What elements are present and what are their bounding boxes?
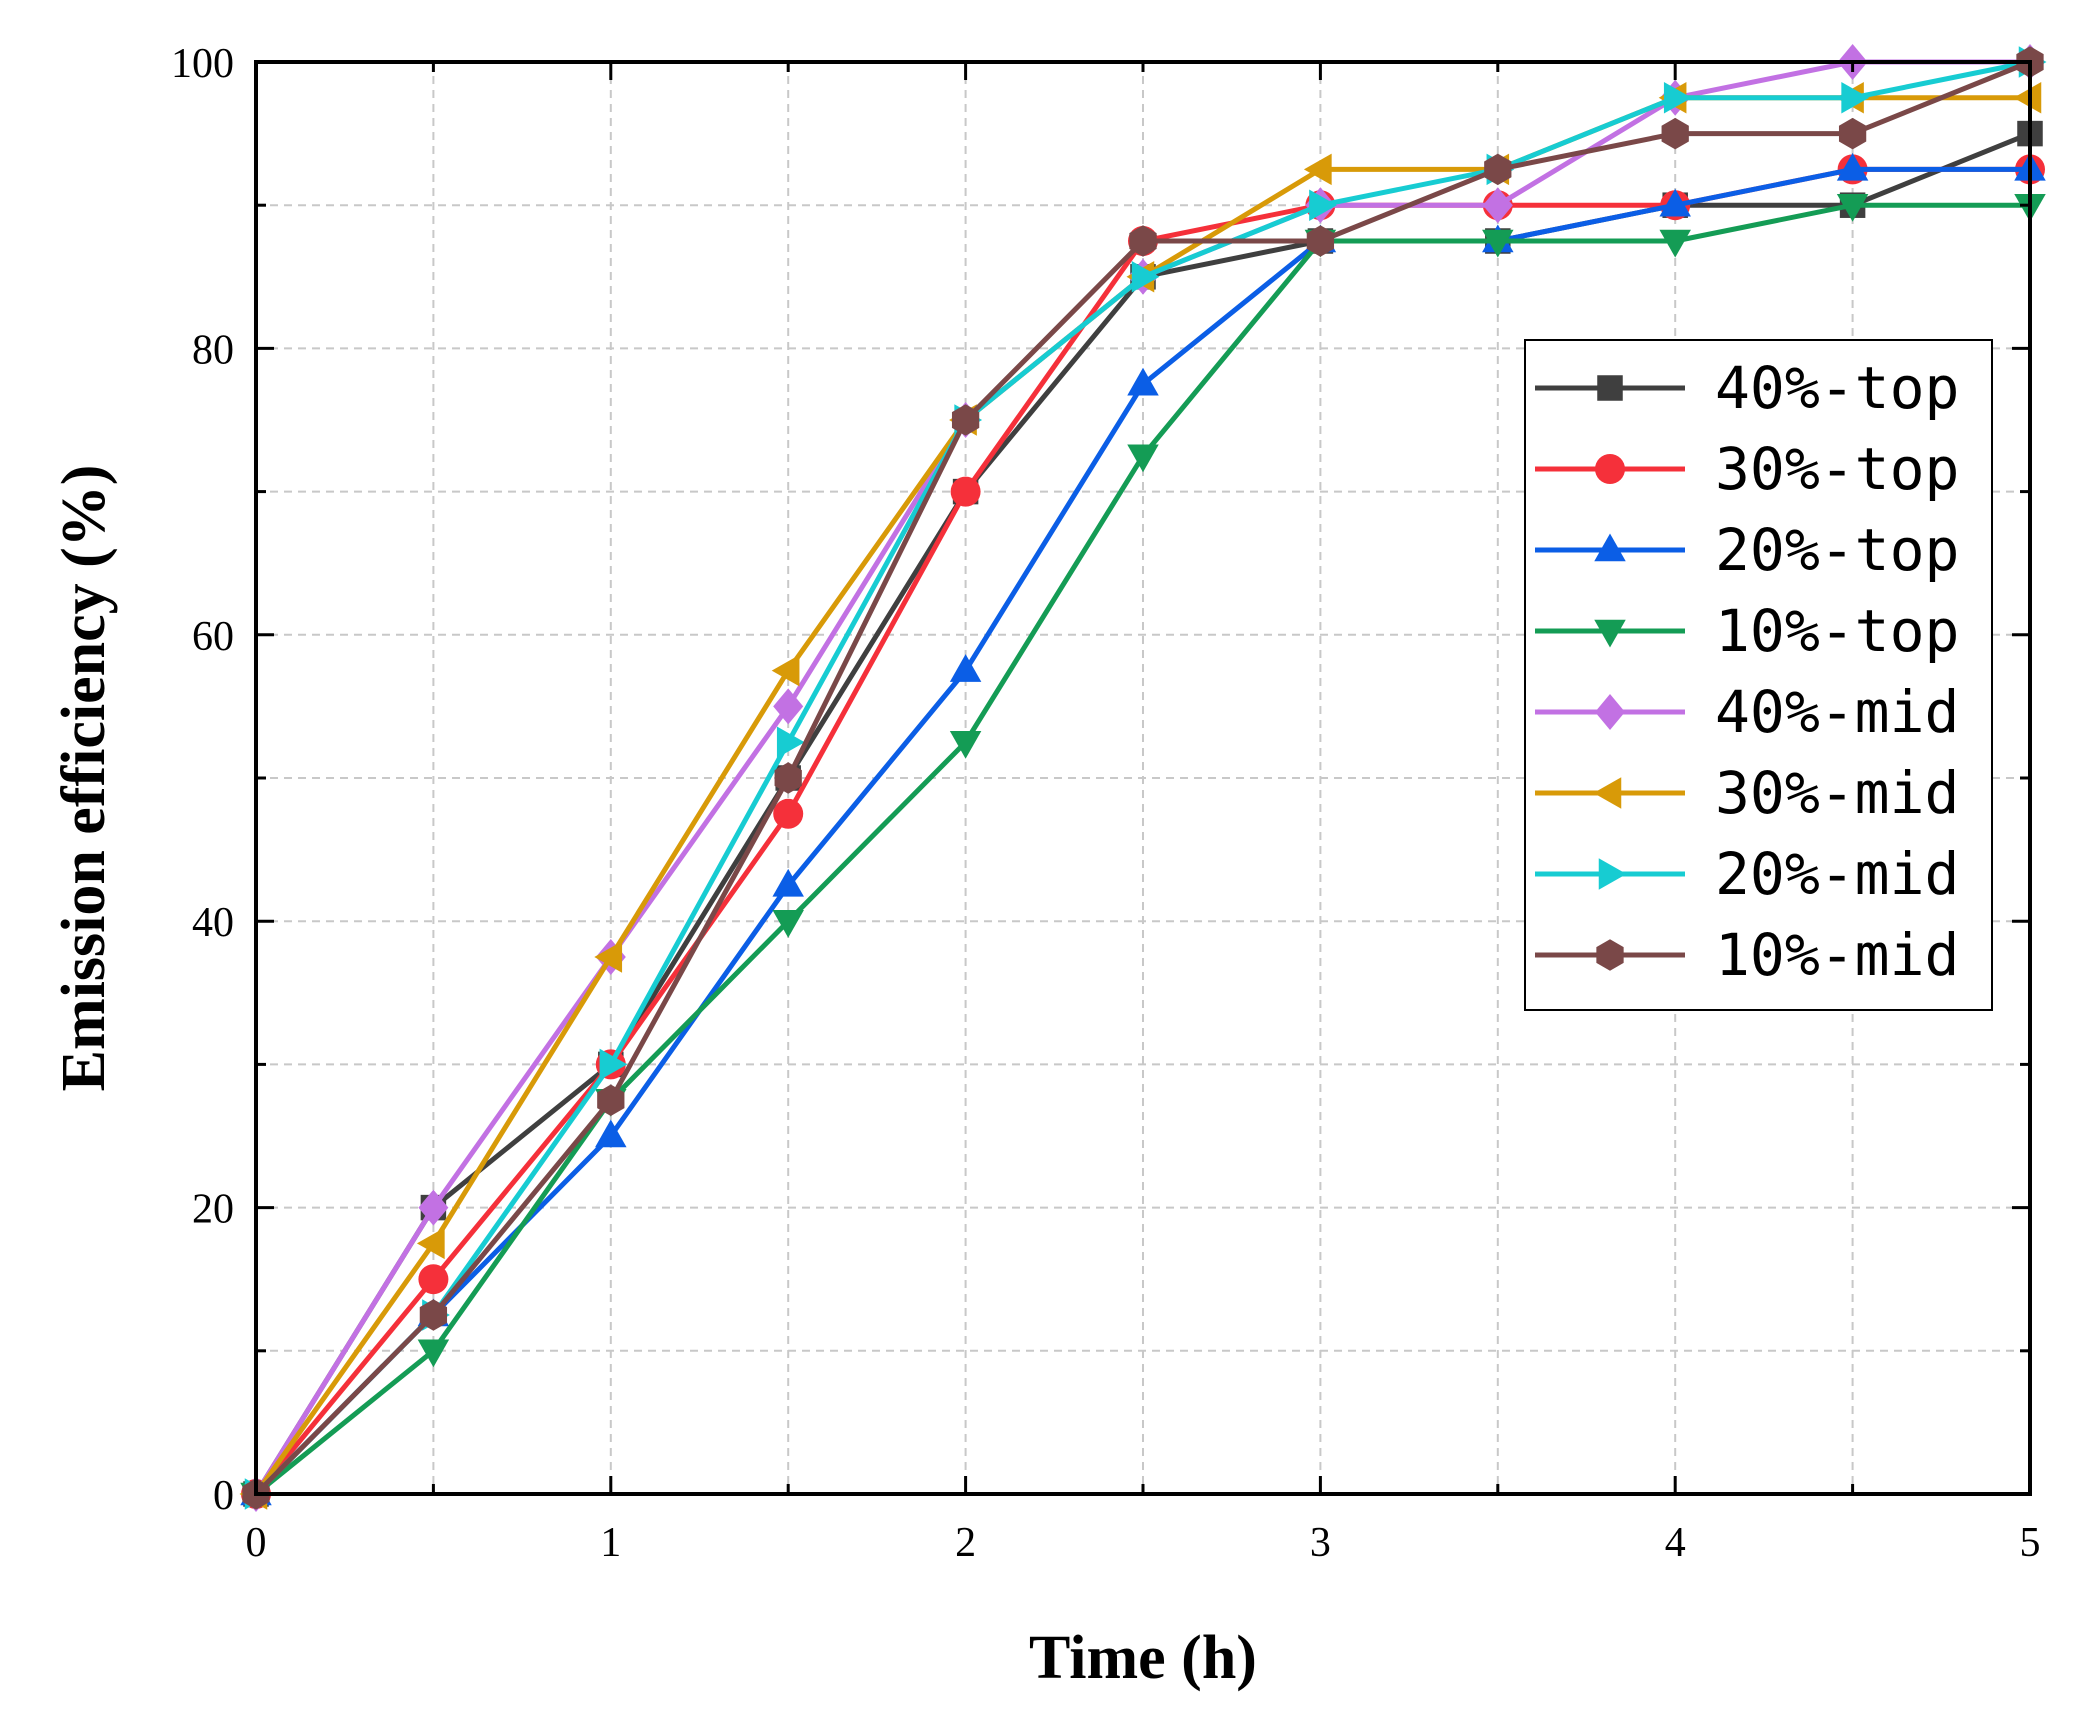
x-tick-label: 2 [955, 1520, 976, 1566]
x-axis-title: Time (h) [1029, 1624, 1257, 1692]
legend-label: 40%-top [1715, 354, 1959, 422]
legend-marker [1596, 939, 1624, 971]
data-point [1841, 82, 1870, 114]
legend-marker [1593, 777, 1622, 809]
data-point [1659, 229, 1691, 258]
data-point [595, 1119, 627, 1148]
data-point [418, 1264, 449, 1295]
y-tick-label: 80 [192, 327, 234, 373]
x-tick-label: 0 [246, 1520, 267, 1566]
x-tick-label: 1 [600, 1520, 621, 1566]
data-point [772, 909, 804, 938]
data-point [776, 726, 805, 758]
data-point [599, 1048, 628, 1081]
legend-marker [1594, 533, 1626, 562]
y-tick-label: 60 [192, 614, 234, 660]
series-layer [239, 44, 2047, 1512]
legend-label: 40%-mid [1715, 678, 1959, 746]
data-point [1659, 188, 1691, 217]
data-point [416, 1227, 445, 1260]
y-tick-label: 100 [171, 41, 234, 87]
data-point [417, 1339, 450, 1368]
data-point [1484, 153, 1512, 186]
legend-label: 10%-top [1715, 597, 1959, 665]
legend-item: 30%-top [1535, 435, 1959, 503]
data-point [1127, 367, 1159, 396]
legend-item: 20%-top [1535, 516, 1959, 584]
data-point [1309, 189, 1337, 221]
series-10%-mid [242, 46, 2044, 1510]
data-point [949, 730, 982, 759]
legend-label: 20%-top [1715, 516, 1959, 584]
data-point [773, 798, 804, 829]
data-point [2013, 82, 2042, 114]
y-tick-label: 40 [192, 900, 234, 946]
series-10%-top [240, 193, 2046, 1511]
data-point [418, 1189, 449, 1226]
legend-label: 30%-top [1715, 435, 1959, 503]
legend-marker [1594, 619, 1626, 648]
data-point [1127, 444, 1159, 473]
data-point [949, 654, 982, 682]
legend-item: 10%-mid [1535, 921, 1959, 989]
y-axis-title: Emission efficiency (%) [50, 465, 118, 1092]
legend-marker [1595, 694, 1625, 730]
legend-box [1524, 339, 1993, 1011]
data-point [1482, 229, 1514, 258]
data-point [1482, 187, 1513, 224]
legend-label: 10%-mid [1715, 921, 1959, 989]
data-point [1306, 225, 1335, 257]
data-point [774, 762, 802, 794]
data-point [597, 1084, 625, 1116]
legend-item: 40%-top [1535, 354, 1959, 422]
legend: 40%-top 30%-top 20%-top 10%-top 40%-mid 30%-m… [1524, 339, 1993, 1011]
legend-label: 20%-mid [1715, 840, 1959, 908]
data-point [1303, 153, 1332, 186]
data-point [1838, 117, 1867, 150]
legend-marker [1595, 454, 1625, 484]
legend-item: 30%-mid [1535, 759, 1959, 827]
x-tick-label: 4 [1665, 1520, 1686, 1566]
data-point [1129, 225, 1157, 257]
grid-lines [256, 62, 2030, 1494]
data-point [773, 688, 804, 725]
data-point [1131, 261, 1160, 293]
legend-marker [1598, 858, 1627, 890]
data-point [1836, 152, 1869, 181]
data-point [951, 404, 980, 436]
y-tick-label: 20 [192, 1187, 234, 1233]
legend-item: 20%-mid [1535, 840, 1959, 908]
data-point [594, 941, 623, 973]
data-point [771, 654, 800, 687]
data-point [419, 1299, 448, 1331]
data-point [1661, 117, 1689, 150]
data-point [772, 868, 804, 897]
y-tick-label: 0 [213, 1473, 234, 1519]
x-tick-label: 3 [1310, 1520, 1331, 1566]
legend-label: 30%-mid [1715, 759, 1959, 827]
legend-marker [1597, 375, 1623, 401]
axis-ticks: 0 1 2 3 4 5 0 20 40 60 80 100 [171, 41, 2041, 1566]
data-point [1836, 193, 1869, 222]
legend-item: 40%-mid [1535, 678, 1959, 746]
x-tick-label: 5 [2020, 1520, 2041, 1566]
data-point [950, 476, 981, 507]
data-point [1663, 82, 1692, 114]
legend-item: 10%-top [1535, 597, 1959, 665]
